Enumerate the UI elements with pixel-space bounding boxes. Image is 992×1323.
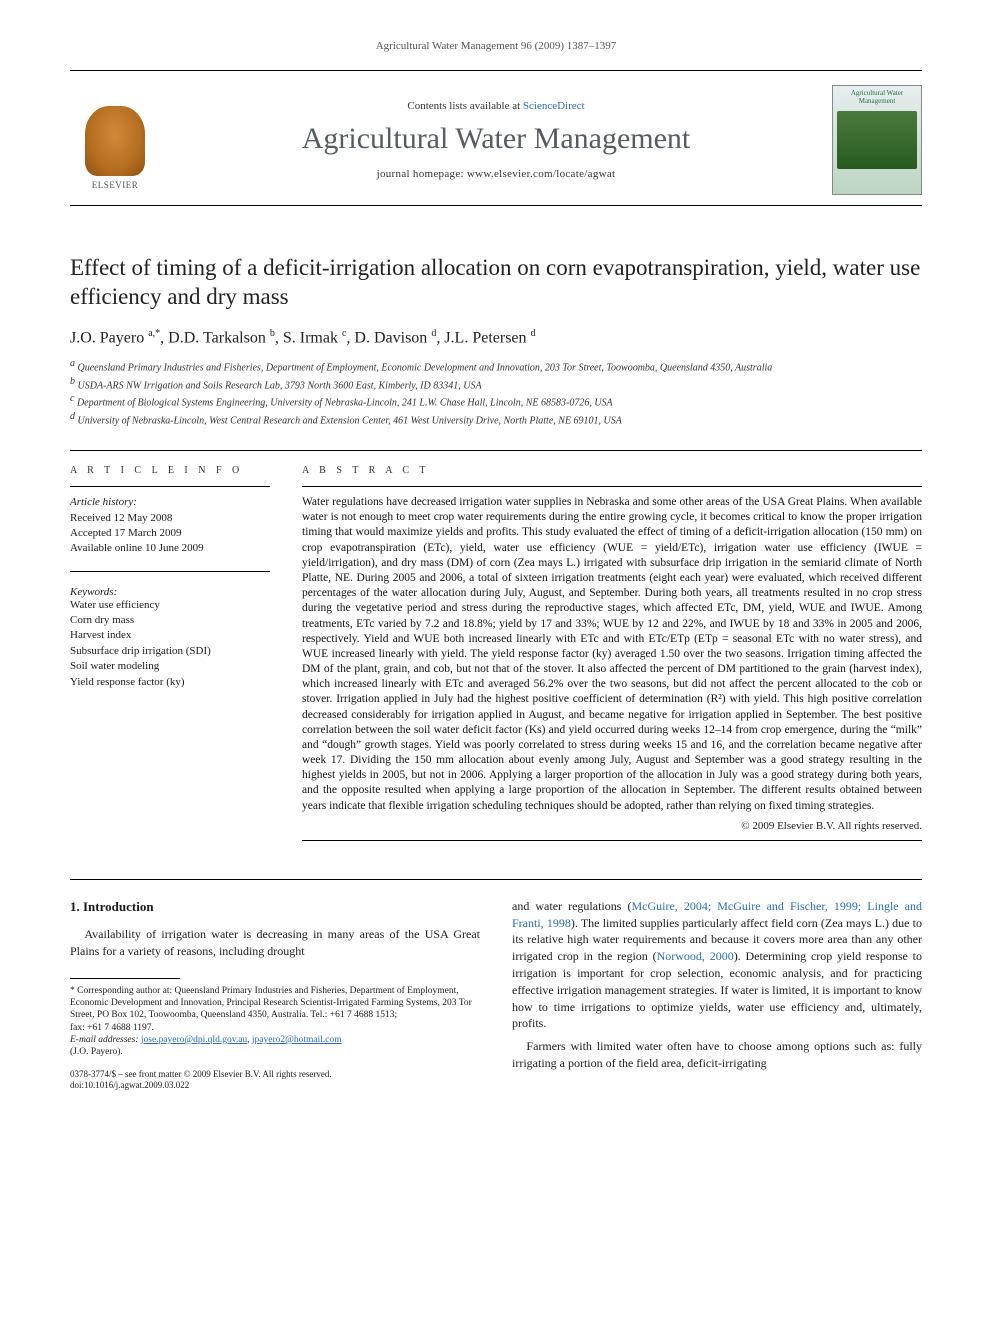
affiliation-c: c Department of Biological Systems Engin… [70,392,922,410]
masthead-center: Contents lists available at ScienceDirec… [178,100,814,180]
email-link-1[interactable]: jose.payero@dpi.qld.gov.au [141,1035,247,1045]
corr-author-fax: fax: +61 7 4688 1197. [70,1022,480,1034]
abstract-label: A B S T R A C T [302,465,922,476]
corresponding-author-footnote: * Corresponding author at: Queensland Pr… [70,985,480,1059]
keywords-list: Water use efficiencyCorn dry massHarvest… [70,598,270,690]
publisher-label: ELSEVIER [92,180,139,190]
abstract-column: A B S T R A C T Water regulations have d… [302,465,922,849]
rule-icon [70,571,270,572]
page-root: Agricultural Water Management 96 (2009) … [0,0,992,1122]
cover-small-label: Agricultural Water Management [837,90,917,105]
keyword-item: Corn dry mass [70,613,270,628]
cover-strip-icon [837,111,917,169]
email-link-2[interactable]: jpayero2@hotmail.com [252,1035,342,1045]
p1-pre: and water regulations ( [512,899,631,913]
info-abstract-row: A R T I C L E I N F O Article history: R… [70,450,922,849]
affiliation-b: b USDA-ARS NW Irrigation and Soils Resea… [70,375,922,393]
article-info-label: A R T I C L E I N F O [70,465,270,476]
history-online: Available online 10 June 2009 [70,541,270,556]
history-received: Received 12 May 2008 [70,511,270,526]
doi-line: doi:10.1016/j.agwat.2009.03.022 [70,1080,480,1092]
keyword-item: Subsurface drip irrigation (SDI) [70,644,270,659]
rule-icon [302,486,922,487]
corr-author-text: * Corresponding author at: Queensland Pr… [70,985,480,1022]
article-info-column: A R T I C L E I N F O Article history: R… [70,465,270,849]
keyword-item: Harvest index [70,628,270,643]
intro-paragraph-1: Availability of irrigation water is decr… [70,926,480,960]
section-heading-intro: 1. Introduction [70,898,480,916]
history-label: Article history: [70,495,270,510]
running-head: Agricultural Water Management 96 (2009) … [70,40,922,52]
affiliation-d: d University of Nebraska-Lincoln, West C… [70,410,922,428]
abstract-text: Water regulations have decreased irrigat… [302,495,922,814]
doi-block: 0378-3774/$ – see front matter © 2009 El… [70,1069,480,1092]
sciencedirect-link[interactable]: ScienceDirect [523,100,585,112]
masthead: ELSEVIER Contents lists available at Sci… [70,70,922,206]
keywords-label: Keywords: [70,586,270,598]
rule-icon [70,486,270,487]
author-list: J.O. Payero a,*, D.D. Tarkalson b, S. Ir… [70,328,922,347]
body-column-right: and water regulations (McGuire, 2004; Mc… [512,898,922,1092]
abstract-copyright: © 2009 Elsevier B.V. All rights reserved… [302,820,922,832]
keyword-item: Yield response factor (ky) [70,675,270,690]
contents-available-line: Contents lists available at ScienceDirec… [178,100,814,112]
history-accepted: Accepted 17 March 2009 [70,526,270,541]
citation-link-2[interactable]: Norwood, 2000 [657,949,734,963]
affiliation-a: a Queensland Primary Industries and Fish… [70,357,922,375]
email-tail: (J.O. Payero). [70,1046,480,1058]
keyword-item: Water use efficiency [70,598,270,613]
footnote-rule-icon [70,978,180,979]
keyword-item: Soil water modeling [70,659,270,674]
affiliations-block: a Queensland Primary Industries and Fish… [70,357,922,428]
intro-paragraph-2: Farmers with limited water often have to… [512,1038,922,1072]
publisher-logo-block: ELSEVIER [70,90,160,190]
rule-icon [302,840,922,841]
body-column-left: 1. Introduction Availability of irrigati… [70,898,480,1092]
intro-paragraph-1-cont: and water regulations (McGuire, 2004; Mc… [512,898,922,1032]
journal-name: Agricultural Water Management [178,122,814,156]
front-matter-line: 0378-3774/$ – see front matter © 2009 El… [70,1069,480,1081]
journal-cover-thumb: Agricultural Water Management [832,85,922,195]
corr-author-email-line: E-mail addresses: jose.payero@dpi.qld.go… [70,1034,480,1046]
email-label: E-mail addresses: [70,1035,139,1045]
article-history: Article history: Received 12 May 2008 Ac… [70,495,270,557]
journal-homepage: journal homepage: www.elsevier.com/locat… [178,168,814,180]
elsevier-tree-icon [85,106,145,176]
article-title: Effect of timing of a deficit-irrigation… [70,254,922,312]
contents-prefix: Contents lists available at [407,100,522,112]
body-columns: 1. Introduction Availability of irrigati… [70,879,922,1092]
